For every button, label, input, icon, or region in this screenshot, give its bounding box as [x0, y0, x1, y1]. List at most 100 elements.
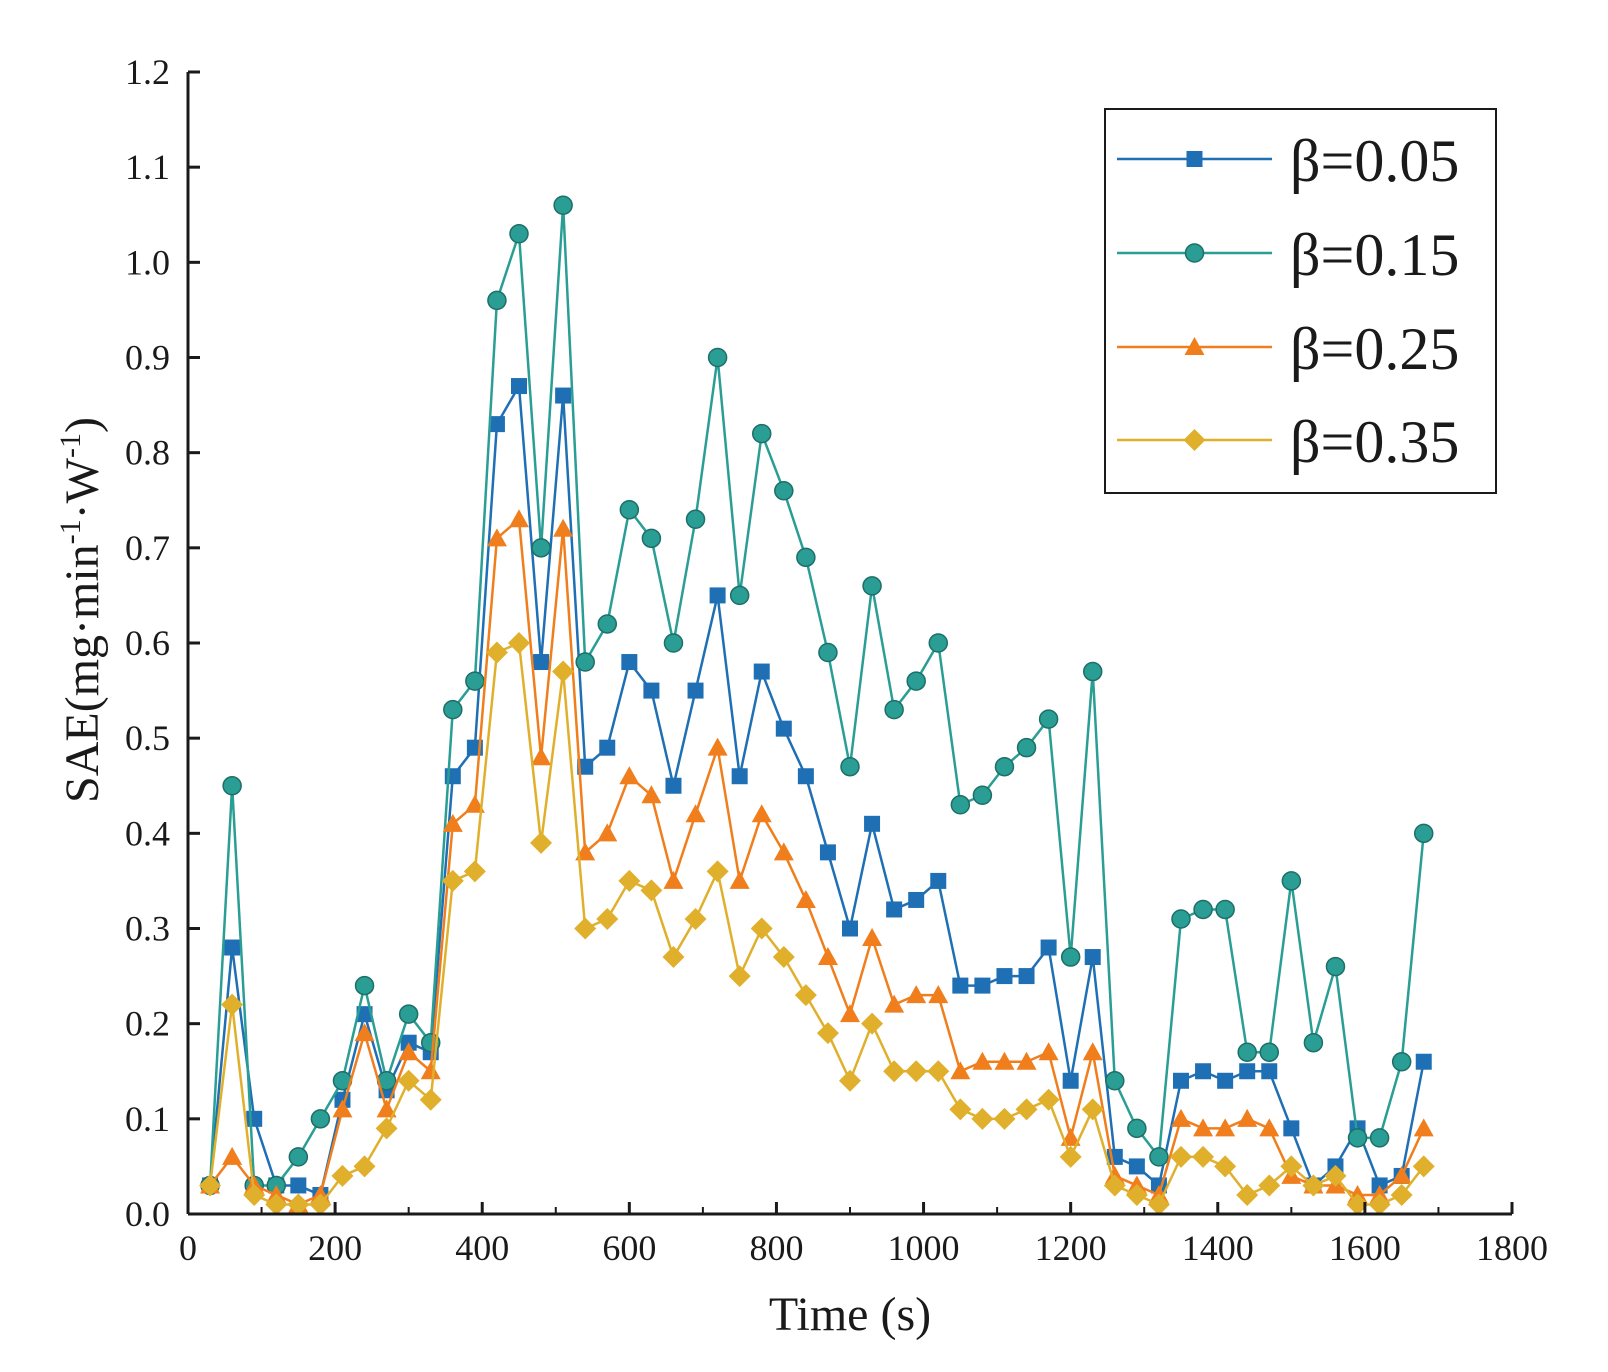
data-point — [775, 720, 792, 737]
data-point — [1215, 899, 1235, 920]
data-point — [906, 985, 927, 1004]
data-point — [199, 1174, 222, 1197]
data-point — [1081, 1098, 1104, 1121]
y-tick-label: 1.2 — [125, 52, 170, 92]
data-point — [1324, 1164, 1347, 1187]
data-point — [1192, 1145, 1215, 1168]
data-point — [1415, 1053, 1432, 1070]
data-point — [949, 1098, 972, 1121]
data-point — [819, 844, 836, 861]
x-axis-title: Time (s) — [769, 1288, 931, 1341]
data-point — [640, 879, 663, 902]
legend-frame — [1104, 108, 1497, 494]
legend-marker — [1184, 243, 1205, 263]
data-point — [905, 1060, 928, 1083]
data-point — [309, 1193, 332, 1216]
data-point — [1018, 968, 1035, 985]
data-point — [310, 1109, 331, 1129]
data-point — [376, 1099, 397, 1118]
data-point — [1346, 1193, 1369, 1216]
data-point — [972, 1051, 993, 1070]
data-point — [972, 785, 993, 806]
data-point — [884, 994, 905, 1013]
data-point — [840, 1004, 860, 1023]
data-point — [687, 682, 704, 699]
y-tick-label: 1.0 — [125, 242, 170, 282]
data-point — [1171, 909, 1191, 929]
data-point — [996, 968, 1013, 985]
series-circle — [200, 195, 1434, 1196]
data-point — [862, 576, 882, 596]
data-point — [1259, 1118, 1280, 1137]
data-point — [552, 660, 575, 683]
y-tick-label: 1.1 — [125, 147, 170, 187]
series-line — [209, 518, 1425, 1206]
data-point — [1390, 1183, 1413, 1206]
data-point — [1261, 1063, 1278, 1080]
data-point — [862, 928, 883, 947]
data-point — [443, 699, 463, 720]
data-point — [1413, 823, 1434, 844]
data-point — [1040, 939, 1057, 956]
x-tick-label: 1800 — [1476, 1228, 1548, 1268]
data-point — [663, 870, 684, 889]
legend-label: β=0.05 — [1290, 128, 1459, 194]
data-point — [485, 641, 508, 664]
data-point — [816, 1022, 839, 1045]
data-point — [1082, 1042, 1103, 1061]
data-point — [419, 1088, 442, 1111]
data-point — [1217, 1072, 1234, 1089]
data-point — [222, 1146, 243, 1165]
y-axis-title: SAE(mg·min-1·W-1) — [54, 417, 109, 803]
x-tick-label: 200 — [308, 1228, 362, 1268]
data-point — [1059, 1145, 1082, 1168]
data-point — [1215, 1118, 1236, 1137]
x-tick-label: 800 — [749, 1228, 803, 1268]
data-point — [1082, 661, 1103, 682]
data-point — [883, 1060, 906, 1083]
data-point — [729, 870, 750, 889]
series-triangle — [200, 509, 1434, 1213]
data-point — [928, 633, 949, 653]
data-point — [1391, 1165, 1412, 1184]
data-point — [839, 1069, 861, 1092]
data-point — [509, 224, 529, 244]
data-point — [597, 614, 618, 634]
data-point — [1125, 1183, 1148, 1206]
data-point — [1084, 949, 1101, 966]
data-point — [442, 813, 463, 832]
data-point — [1128, 1158, 1145, 1175]
data-point — [331, 1164, 354, 1187]
data-point — [287, 1193, 310, 1216]
data-point — [265, 1193, 288, 1216]
x-tick-label: 400 — [455, 1228, 509, 1268]
data-point — [818, 642, 838, 663]
data-point — [1060, 947, 1081, 967]
x-tick-label: 600 — [602, 1228, 656, 1268]
data-point — [486, 528, 507, 547]
data-point — [1283, 1120, 1300, 1137]
data-point — [441, 869, 464, 892]
y-axis-title-sup2: -1 — [54, 433, 87, 458]
data-point — [618, 869, 641, 892]
data-point — [817, 947, 838, 966]
data-point — [487, 290, 507, 311]
data-point — [796, 547, 816, 568]
data-point — [553, 195, 573, 215]
data-point — [840, 756, 860, 777]
data-point — [1062, 1072, 1079, 1089]
data-point — [243, 1183, 266, 1206]
data-point — [886, 901, 903, 918]
y-tick-label: 0.5 — [125, 718, 170, 758]
data-point — [575, 652, 595, 672]
data-point — [531, 747, 552, 766]
data-point — [1038, 709, 1059, 729]
data-point — [707, 347, 728, 368]
data-point — [731, 768, 748, 785]
data-point — [861, 1012, 884, 1035]
data-point — [753, 663, 770, 680]
data-point — [397, 1069, 420, 1092]
data-point — [531, 538, 551, 558]
data-point — [950, 1061, 971, 1080]
data-point — [797, 768, 814, 785]
